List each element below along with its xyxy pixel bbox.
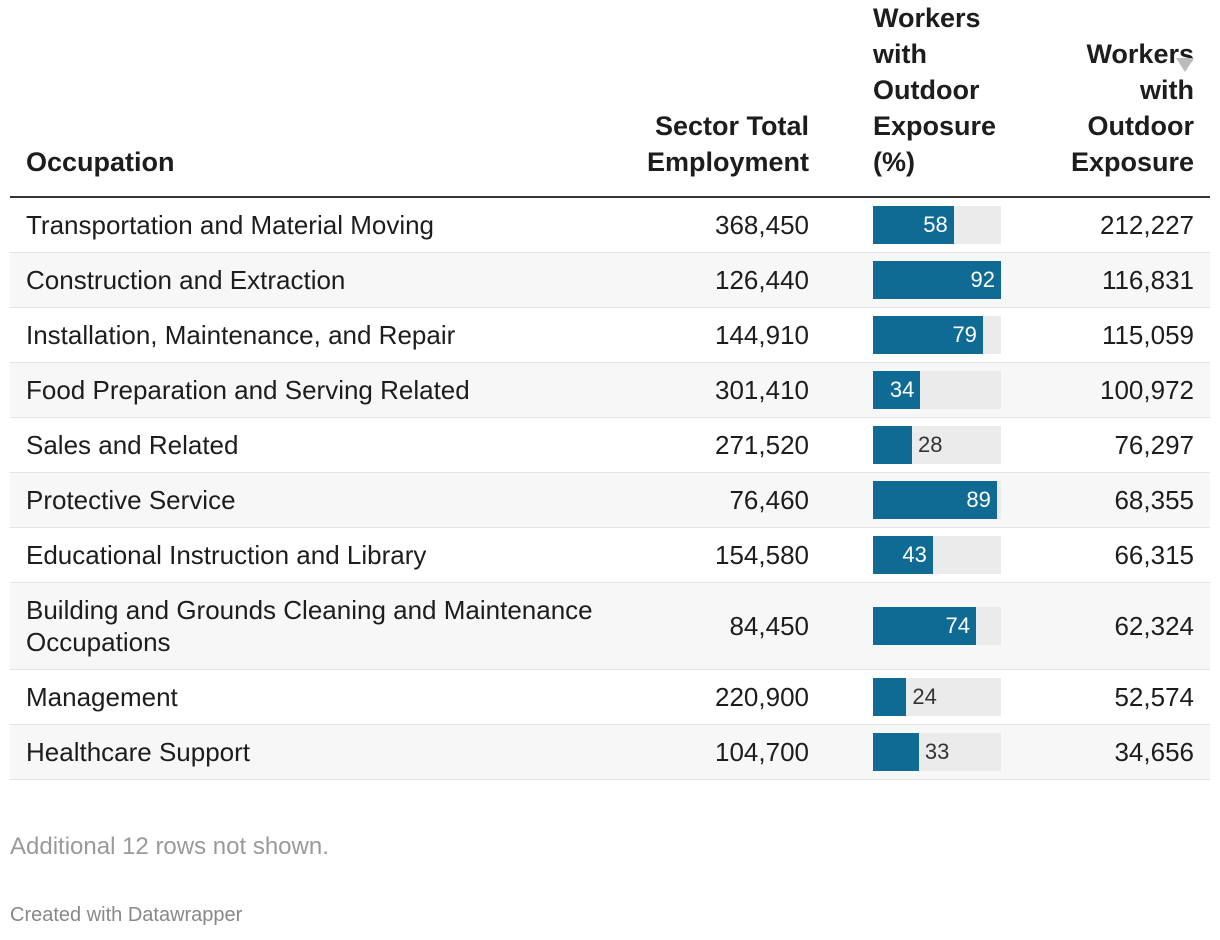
- bar-track: 92: [873, 261, 1001, 299]
- employment: 154,580: [610, 527, 825, 583]
- occupation: Construction and Extraction: [10, 252, 610, 308]
- bar-cell: 79: [825, 307, 1017, 363]
- bar-label: 89: [966, 487, 991, 512]
- bar-track: 33: [873, 733, 1001, 771]
- bar: [873, 426, 912, 464]
- occupation: Healthcare Support: [10, 724, 610, 780]
- outdoor-workers: 100,972: [1017, 362, 1210, 418]
- bar-label: 28: [917, 432, 943, 457]
- bar-track: 43: [873, 536, 1001, 574]
- bar-label: 79: [952, 322, 977, 347]
- bar: [873, 607, 976, 645]
- employment: 368,450: [610, 197, 825, 253]
- bar-track: 58: [873, 206, 1001, 244]
- bar-track: 28: [873, 426, 1001, 464]
- column-header: Occupation: [10, 0, 610, 198]
- header-row: Occupation Sector Total Employment Worke…: [10, 0, 1210, 198]
- bar-cell: 74: [825, 582, 1017, 670]
- table-row: Protective Service 76,460 89 68,355: [10, 472, 1210, 528]
- outdoor-workers: 116,831: [1017, 252, 1210, 308]
- table-row: Building and Grounds Cleaning and Mainte…: [10, 582, 1210, 670]
- occupation: Educational Instruction and Library: [10, 527, 610, 583]
- bar-cell: 43: [825, 527, 1017, 583]
- bar-track: 34: [873, 371, 1001, 409]
- bar: [873, 678, 907, 716]
- bar-cell: 92: [825, 252, 1017, 308]
- employment: 144,910: [610, 307, 825, 363]
- table-row: Installation, Maintenance, and Repair 144…: [10, 307, 1210, 363]
- bar-label: 74: [945, 613, 970, 638]
- outdoor-workers: 68,355: [1017, 472, 1210, 528]
- bar-track: 74: [873, 607, 1001, 645]
- header-text: Workers with Outdoor Exposure: [1070, 39, 1194, 177]
- bar-label: 92: [970, 267, 995, 292]
- outdoor-workers: 115,059: [1017, 307, 1210, 363]
- occupation: Management: [10, 669, 610, 725]
- occupation: Building and Grounds Cleaning and Mainte…: [10, 582, 610, 670]
- table-row: Management 220,900 24 52,574: [10, 669, 1210, 725]
- table-row: Construction and Extraction 126,440 92 116,…: [10, 252, 1210, 308]
- bar-cell: 34: [825, 362, 1017, 418]
- outdoor-workers: 212,227: [1017, 197, 1210, 253]
- bar-label: 24: [912, 684, 937, 709]
- outdoor-workers: 66,315: [1017, 527, 1210, 583]
- bar: [873, 481, 997, 519]
- employment: 220,900: [610, 669, 825, 725]
- bar-cell: 33: [825, 724, 1017, 780]
- outdoor-workers: 62,324: [1017, 582, 1210, 670]
- bar-label: 58: [923, 212, 948, 237]
- employment: 126,440: [610, 252, 825, 308]
- bar-cell: 89: [825, 472, 1017, 528]
- data-table: Occupation Sector Total Employment Worke…: [10, 0, 1210, 780]
- table-row: Educational Instruction and Library 154,5…: [10, 527, 1210, 583]
- bar-track: 79: [873, 316, 1001, 354]
- bar: [873, 316, 983, 354]
- column-header[interactable]: Workers with Outdoor Exposure: [1017, 0, 1210, 198]
- bar-label: 34: [889, 377, 915, 402]
- occupation: Sales and Related: [10, 417, 610, 473]
- occupation: Food Preparation and Serving Related: [10, 362, 610, 418]
- table-wrap: Occupation Sector Total Employment Worke…: [10, 0, 1210, 780]
- footer-note: Additional 12 rows not shown.: [10, 833, 329, 860]
- bar-cell: 28: [825, 417, 1017, 473]
- outdoor-workers: 34,656: [1017, 724, 1210, 780]
- bar-track: 89: [873, 481, 1001, 519]
- bar-label: 43: [902, 542, 927, 567]
- employment: 301,410: [610, 362, 825, 418]
- bar-cell: 24: [825, 669, 1017, 725]
- column-header: Sector Total Employment: [610, 0, 825, 198]
- bar: [873, 371, 921, 409]
- employment: 84,450: [610, 582, 825, 670]
- occupation: Protective Service: [10, 472, 610, 528]
- credit: Created with Datawrapper: [10, 904, 243, 926]
- table-row: Healthcare Support 104,700 33 34,656: [10, 724, 1210, 780]
- employment: 104,700: [610, 724, 825, 780]
- employment: 271,520: [610, 417, 825, 473]
- bar: [873, 261, 1001, 299]
- employment: 76,460: [610, 472, 825, 528]
- bar-track: 24: [873, 678, 1001, 716]
- outdoor-workers: 52,574: [1017, 669, 1210, 725]
- column-header[interactable]: Workers with Outdoor Exposure (%): [825, 0, 1017, 198]
- sort-icon: [1176, 58, 1194, 72]
- table-row: Sales and Related 271,520 28 76,297: [10, 417, 1210, 473]
- bar: [873, 206, 954, 244]
- table-row: Transportation and Material Moving 368,45…: [10, 197, 1210, 253]
- bar-label: 33: [924, 739, 950, 764]
- outdoor-workers: 76,297: [1017, 417, 1210, 473]
- occupation: Transportation and Material Moving: [10, 197, 610, 253]
- bar: [873, 536, 933, 574]
- occupation: Installation, Maintenance, and Repair: [10, 307, 610, 363]
- table-row: Food Preparation and Serving Related 301,…: [10, 362, 1210, 418]
- table-body: Transportation and Material Moving 368,45…: [10, 197, 1210, 780]
- bar: [873, 733, 919, 771]
- bar-cell: 58: [825, 197, 1017, 253]
